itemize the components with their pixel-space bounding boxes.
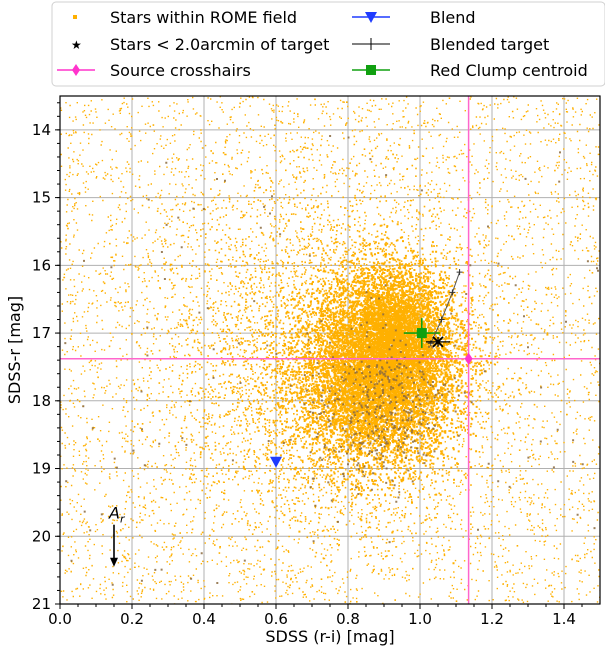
y-tick-label: 17 (32, 324, 51, 342)
x-tick-label: 0.8 (336, 610, 360, 628)
axis-ticks: 0.0 0.2 0.4 0.6 0.8 1.0 1.2 1.4 14 15 16 17 18 19 20 21 (32, 102, 583, 628)
y-axis-label: SDSS-r [mag] (5, 296, 24, 404)
field-star-cloud (60, 96, 600, 604)
chart-legend: Stars within ROME field ★ Stars < 2.0arcmi… (51, 1, 605, 87)
legend-label: Blended target (430, 35, 549, 54)
legend-label: Stars < 2.0arcmin of target (110, 35, 329, 54)
legend-item: Blend (352, 8, 476, 27)
field-star-points (60, 96, 600, 604)
legend-item: Source crosshairs (57, 61, 251, 80)
x-tick-label: 0.2 (120, 610, 144, 628)
y-tick-label: 20 (32, 527, 51, 545)
blended-target-track-point (456, 269, 463, 276)
blended-target-track (430, 271, 461, 344)
plot-area: 0.0 0.2 0.4 0.6 0.8 1.0 1.2 1.4 14 15 16 17 18 19 20 21 (32, 95, 601, 628)
legend-symbol: ★ (71, 38, 82, 52)
red-clump-marker (416, 328, 427, 339)
legend-label: Source crosshairs (110, 61, 251, 80)
x-tick-label: 1.4 (552, 610, 576, 628)
y-tick-label: 18 (32, 392, 51, 410)
y-tick-label: 19 (32, 460, 51, 478)
legend-item: Blended target (352, 35, 549, 54)
x-tick-label: 0.0 (48, 610, 72, 628)
blended-target-marker (432, 336, 444, 348)
plot-background (60, 96, 600, 604)
source-diamond-marker (464, 352, 473, 365)
y-tick-label: 21 (32, 595, 51, 613)
extinction-arrow-head (110, 557, 118, 567)
x-tick-label: 1.2 (480, 610, 504, 628)
legend-symbol (366, 65, 376, 75)
legend-item: Red Clump centroid (352, 61, 588, 80)
x-tick-label: 0.4 (192, 610, 216, 628)
legend-label: Red Clump centroid (430, 61, 588, 80)
y-tick-label: 14 (32, 121, 51, 139)
legend-label: Blend (430, 8, 476, 27)
blended-target-track-point (449, 289, 456, 296)
legend-symbol (72, 64, 80, 76)
blend-marker (270, 456, 282, 468)
x-tick-label: 1.0 (408, 610, 432, 628)
x-axis-label: SDSS (r-i) [mag] (265, 627, 394, 646)
legend-symbol (73, 15, 77, 19)
legend-frame (51, 1, 605, 87)
legend-symbol (365, 12, 377, 23)
chart-markers (60, 96, 600, 604)
legend-item: ★ Stars < 2.0arcmin of target (71, 35, 329, 54)
y-tick-label: 15 (32, 189, 51, 207)
legend-item: Stars within ROME field (73, 8, 297, 27)
x-tick-label: 0.6 (264, 610, 288, 628)
y-tick-label: 16 (32, 256, 51, 274)
blended-target-track-point (438, 316, 445, 323)
legend-label: Stars within ROME field (110, 8, 297, 27)
